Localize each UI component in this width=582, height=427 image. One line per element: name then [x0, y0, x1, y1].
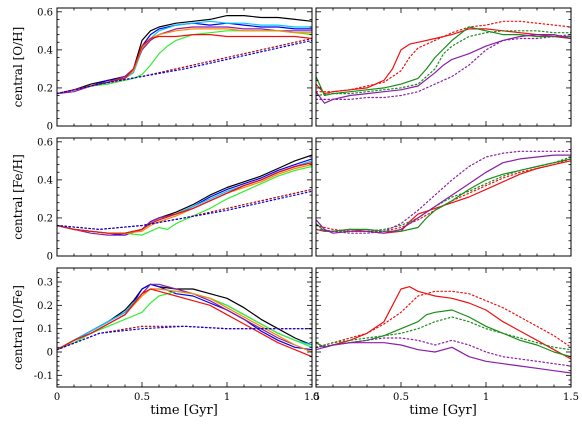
series-line-black-solid: [57, 154, 312, 234]
series-line-purple-dotted: [316, 34, 571, 100]
series-line-purple-dotted: [316, 337, 571, 367]
y-tick-label: 0.2: [37, 83, 53, 94]
series-line-lime-solid: [57, 165, 312, 236]
panel-oh-left: 0 0.2 0.4 0.6 central [O/H]: [11, 7, 313, 133]
series-line-orange-solid: [57, 164, 312, 234]
x-tick-label: 1.5: [563, 392, 579, 403]
y-tick-label: 0: [47, 252, 53, 263]
series-line-red-solid: [57, 34, 312, 95]
x-tick-label: 0.5: [393, 392, 409, 403]
y-axis-label: central [O/Fe]: [11, 285, 25, 370]
series-group: [316, 20, 571, 104]
plot-frame: [56, 267, 313, 388]
series-group: [57, 15, 312, 95]
panel-ofe-right: 0 0.5 1 1.5: [313, 267, 579, 403]
series-line-red-solid: [316, 286, 571, 360]
panel-oh-right: [315, 7, 572, 127]
series-group: [57, 154, 312, 236]
series-line-purple-solid: [316, 342, 571, 374]
series-line-red-solid: [316, 28, 571, 95]
series-line-red-solid: [316, 160, 571, 234]
y-axis-label: central [Fe/H]: [11, 154, 25, 240]
x-tick-label: 1: [224, 392, 230, 403]
y-tick-label: 0.1: [37, 324, 53, 335]
series-line-red-dotted: [316, 20, 571, 93]
series-line-green-dotted: [316, 30, 571, 97]
panel-feh-right: [315, 137, 572, 257]
series-line-blue-dotted: [57, 325, 312, 351]
y-tick-label: 0.6: [37, 137, 53, 148]
series-group: [316, 286, 571, 374]
plot-frame: [315, 267, 572, 388]
y-tick-label: -0.1: [34, 371, 53, 382]
series-line-red-dotted: [316, 290, 571, 348]
series-line-red-solid: [57, 288, 312, 358]
x-tick-label: 1.5: [304, 392, 320, 403]
plot-frame: [315, 7, 572, 127]
series-line-blue-dotted: [57, 190, 312, 230]
y-axis-label: central [O/H]: [11, 27, 25, 108]
series-group: [57, 283, 312, 358]
plot-frame: [56, 7, 313, 127]
y-tick-label: 0.2: [37, 301, 53, 312]
y-tick-label: 0.2: [37, 213, 53, 224]
x-tick-label: 0.5: [134, 392, 150, 403]
series-line-purple-solid: [316, 154, 571, 234]
series-line-purple-dotted: [316, 150, 571, 234]
series-line-purple-solid: [316, 34, 571, 104]
y-tick-label: 0.4: [37, 45, 53, 56]
y-tick-label: 0.3: [37, 278, 53, 289]
plot-frame: [56, 137, 313, 257]
series-line-green-solid: [316, 26, 571, 97]
series-line-green-dotted: [316, 156, 571, 232]
x-tick-label: 0: [54, 392, 60, 403]
x-axis-label-right: time [Gyr]: [409, 403, 477, 418]
y-tick-label: 0: [47, 122, 53, 133]
series-line-blue-solid: [57, 22, 312, 95]
panel-feh-left: 0 0.2 0.4 0.6 central [Fe/H]: [11, 137, 313, 263]
series-line-orange-solid: [57, 28, 312, 95]
y-tick-label: 0.4: [37, 175, 53, 186]
series-line-red-solid: [57, 162, 312, 234]
plot-frame: [315, 137, 572, 257]
y-tick-label: 0.6: [37, 7, 53, 18]
y-tick-label: 0: [47, 348, 53, 359]
series-line-green-dotted: [316, 316, 571, 351]
series-line-lime-solid: [57, 290, 312, 351]
series-group: [316, 150, 571, 234]
series-line-blue-dotted: [57, 39, 312, 95]
x-tick-label: 1: [483, 392, 489, 403]
x-axis-label-left: time [Gyr]: [150, 403, 218, 418]
x-tick-label: 0: [313, 392, 319, 403]
series-line-darkred-dotted: [57, 188, 312, 230]
